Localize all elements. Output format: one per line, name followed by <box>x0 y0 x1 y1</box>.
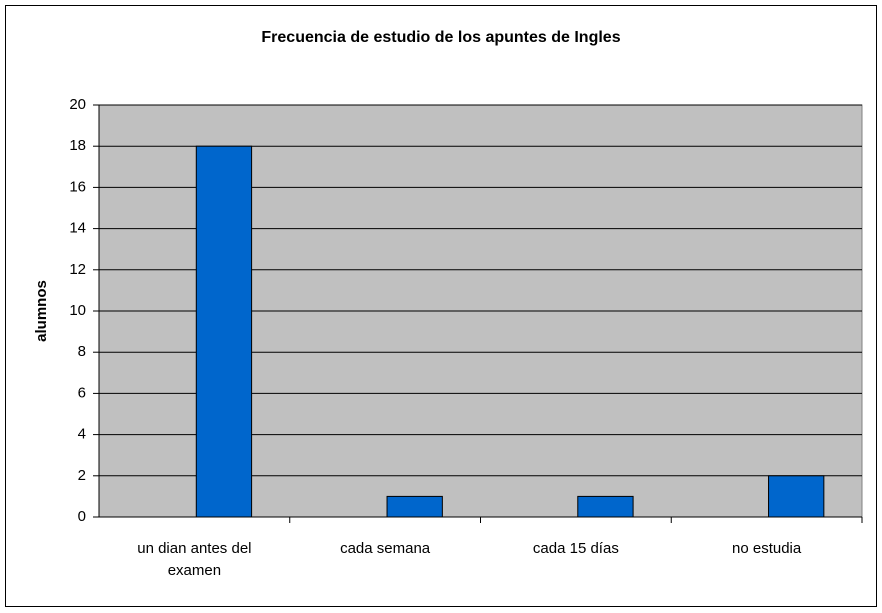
y-tick-label: 0 <box>78 508 86 525</box>
y-tick-label: 20 <box>69 96 86 113</box>
x-tick-label: cada 15 días <box>532 540 619 557</box>
y-tick-label: 2 <box>78 467 86 484</box>
y-tick-label: 10 <box>69 302 86 319</box>
x-tick-label: un dian antes del examen <box>137 540 252 579</box>
y-tick-label: 14 <box>69 220 86 237</box>
x-tick-label: cada semana <box>340 540 431 557</box>
bar <box>577 495 634 518</box>
y-tick-label: 12 <box>69 261 86 278</box>
x-tick-label: no estudia <box>732 540 802 557</box>
bar <box>195 145 253 518</box>
y-tick-label: 6 <box>78 384 86 401</box>
y-tick-label: 16 <box>69 178 86 195</box>
y-tick-label: 4 <box>78 426 86 443</box>
y-axis-label: alumnos <box>33 280 50 342</box>
bar <box>768 475 825 518</box>
bar <box>386 495 443 518</box>
y-tick-label: 18 <box>69 137 86 154</box>
chart-title: Frecuencia de estudio de los apuntes de … <box>261 29 620 46</box>
y-tick-label: 8 <box>78 343 86 360</box>
